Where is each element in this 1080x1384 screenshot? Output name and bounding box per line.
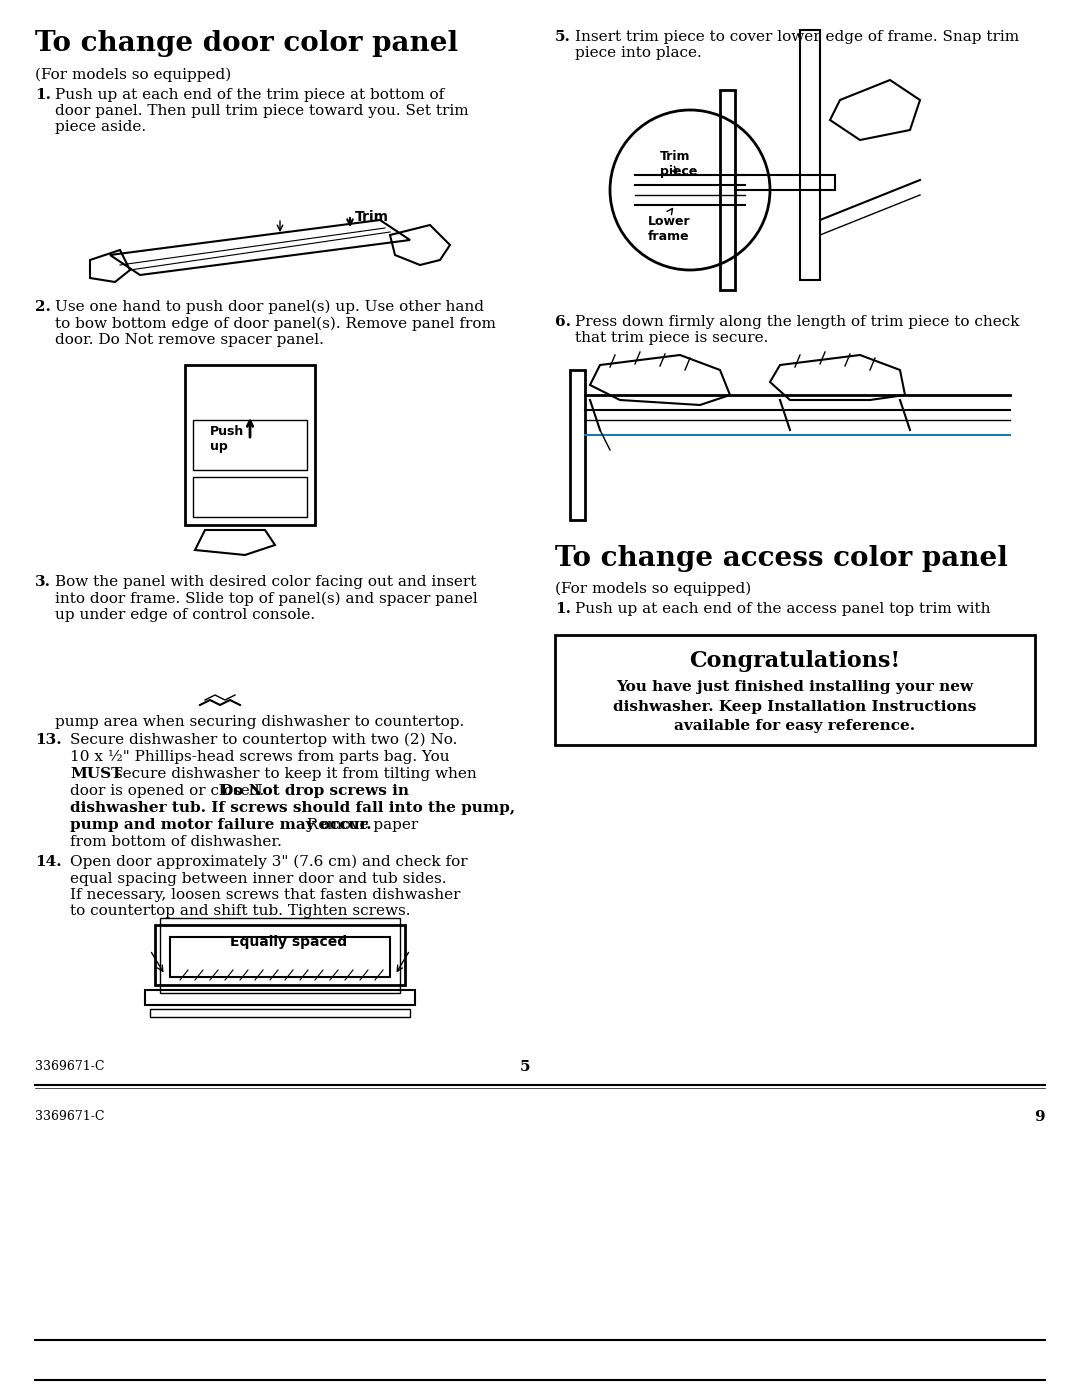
Bar <box>156 925 405 985</box>
Text: Trim: Trim <box>355 210 389 224</box>
Text: To change access color panel: To change access color panel <box>555 545 1008 572</box>
Text: Push
up: Push up <box>210 425 244 453</box>
Text: 6.: 6. <box>555 316 571 329</box>
Text: 1.: 1. <box>555 602 571 616</box>
Text: 3369671-C: 3369671-C <box>35 1110 105 1122</box>
Text: door is opened or closed.: door is opened or closed. <box>70 783 269 799</box>
Text: Press down firmly along the length of trim piece to check
that trim piece is sec: Press down firmly along the length of tr… <box>575 316 1020 345</box>
Text: To change door color panel: To change door color panel <box>35 30 458 57</box>
Text: Congratulations!: Congratulations! <box>689 650 901 673</box>
Bar <box>145 990 415 1005</box>
Text: Trim
piece: Trim piece <box>660 149 698 179</box>
Text: Use one hand to push door panel(s) up. Use other hand
to bow bottom edge of door: Use one hand to push door panel(s) up. U… <box>55 300 496 347</box>
Text: Secure dishwasher to countertop with two (2) No.: Secure dishwasher to countertop with two… <box>70 734 457 747</box>
Text: Bow the panel with desired color facing out and insert
into door frame. Slide to: Bow the panel with desired color facing … <box>55 574 477 621</box>
Text: pump and motor failure may occur.: pump and motor failure may occur. <box>70 818 372 832</box>
Text: 10 x ½" Phillips-head screws from parts bag. You: 10 x ½" Phillips-head screws from parts … <box>70 750 449 764</box>
Text: Push up at each end of the access panel top trim with: Push up at each end of the access panel … <box>575 602 990 616</box>
Text: from bottom of dishwasher.: from bottom of dishwasher. <box>70 835 282 848</box>
Text: 5.: 5. <box>555 30 571 44</box>
Text: Do Not drop screws in: Do Not drop screws in <box>220 783 409 799</box>
Text: Remove paper: Remove paper <box>302 818 418 832</box>
Text: Insert trim piece to cover lower edge of frame. Snap trim
piece into place.: Insert trim piece to cover lower edge of… <box>575 30 1020 60</box>
Text: Open door approximately 3" (7.6 cm) and check for
equal spacing between inner do: Open door approximately 3" (7.6 cm) and … <box>70 855 468 918</box>
Text: 9: 9 <box>1035 1110 1045 1124</box>
Text: 2.: 2. <box>35 300 51 314</box>
Text: pump area when securing dishwasher to countertop.: pump area when securing dishwasher to co… <box>55 716 464 729</box>
Bar <box>735 174 835 190</box>
Bar <box>800 30 820 280</box>
Text: 3.: 3. <box>35 574 51 590</box>
Bar <box>193 419 307 471</box>
Text: You have just finished installing your new
dishwasher. Keep Installation Instruc: You have just finished installing your n… <box>613 680 976 734</box>
Bar <box>720 90 735 291</box>
Text: 3369671-C: 3369671-C <box>35 1060 105 1073</box>
Bar <box>570 370 585 520</box>
Text: 13.: 13. <box>35 734 62 747</box>
Text: 14.: 14. <box>35 855 62 869</box>
Text: 1.: 1. <box>35 89 51 102</box>
Text: MUST: MUST <box>70 767 122 781</box>
Text: Push up at each end of the trim piece at bottom of
door panel. Then pull trim pi: Push up at each end of the trim piece at… <box>55 89 469 134</box>
Bar <box>150 1009 410 1017</box>
Text: dishwasher tub. If screws should fall into the pump,: dishwasher tub. If screws should fall in… <box>70 801 515 815</box>
Text: (For models so equipped): (For models so equipped) <box>555 583 752 597</box>
Bar <box>160 918 400 992</box>
Text: Equally spaced: Equally spaced <box>230 936 347 949</box>
Text: Lower
frame: Lower frame <box>648 215 690 244</box>
Bar <box>185 365 315 525</box>
Text: 5: 5 <box>519 1060 530 1074</box>
Text: (For models so equipped): (For models so equipped) <box>35 68 231 83</box>
Text: secure dishwasher to keep it from tilting when: secure dishwasher to keep it from tiltin… <box>110 767 476 781</box>
Bar <box>170 937 390 977</box>
Bar <box>193 477 307 518</box>
